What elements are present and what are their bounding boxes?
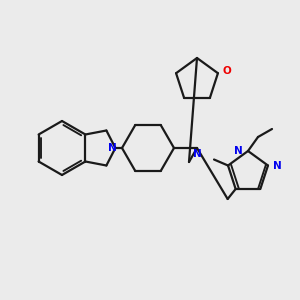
Text: N: N bbox=[193, 149, 201, 159]
Text: N: N bbox=[234, 146, 243, 156]
Text: O: O bbox=[223, 66, 232, 76]
Text: N: N bbox=[108, 143, 117, 153]
Text: N: N bbox=[273, 160, 282, 170]
